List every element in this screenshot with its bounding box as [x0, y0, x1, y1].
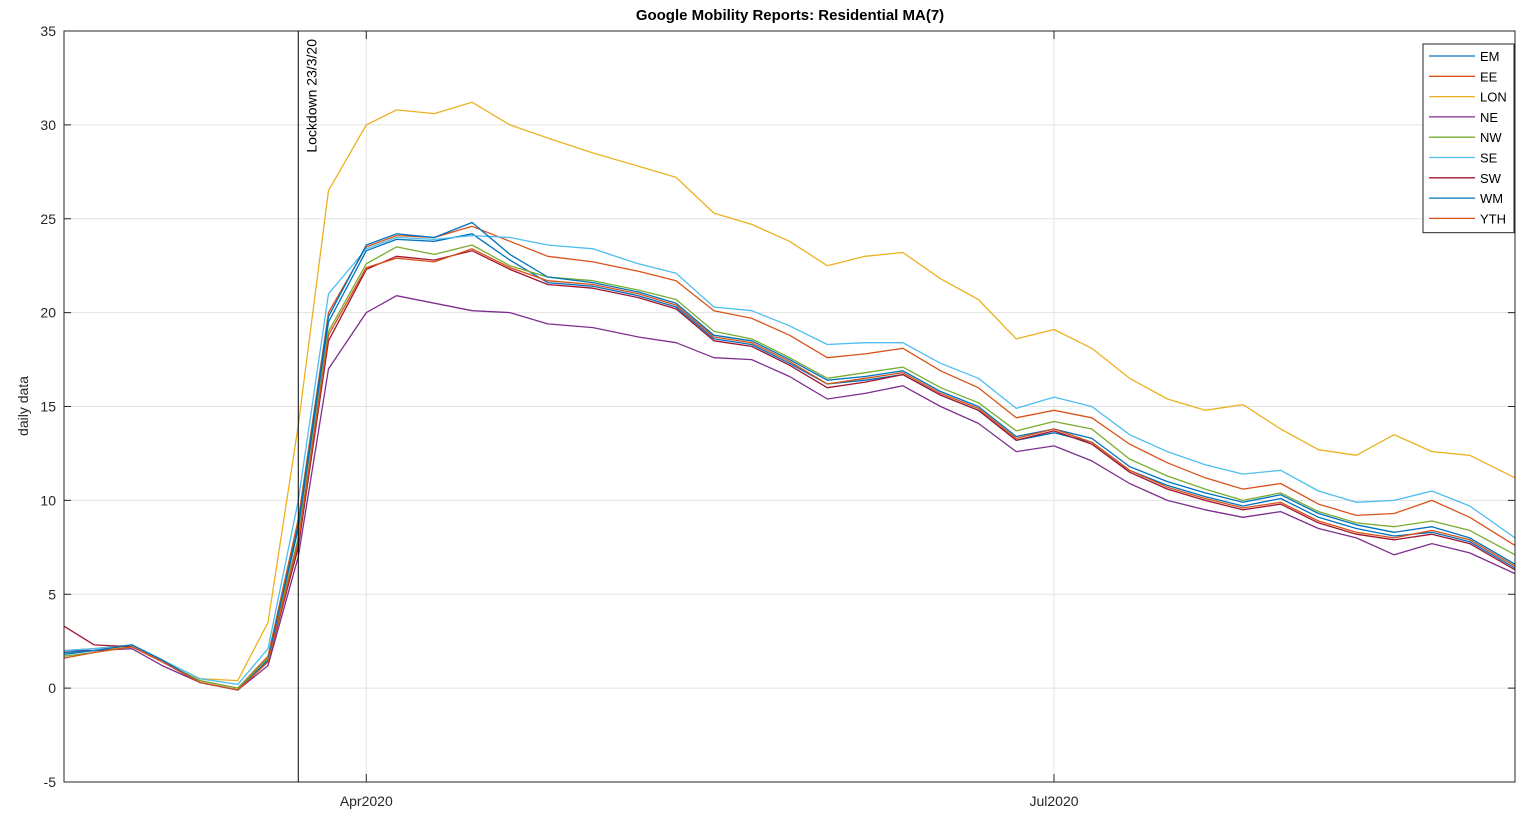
legend-label-lon: LON — [1480, 90, 1507, 105]
legend: EM EE LON NE NW SE SW WM YTH — [1422, 43, 1515, 234]
y-axis-label: daily data — [15, 376, 31, 436]
legend-label-em: EM — [1480, 49, 1500, 64]
y-tick-label: -5 — [44, 774, 57, 790]
x-tick-label: Jul2020 — [1029, 793, 1078, 809]
legend-label-ee: EE — [1480, 69, 1498, 84]
legend-label-wm: WM — [1480, 191, 1503, 206]
series-line-se — [63, 234, 1516, 686]
ticks: -5 0 5 10 15 20 25 30 35 Apr2020 Jul2020 — [40, 23, 1515, 809]
legend-box — [1422, 43, 1515, 234]
series-line-ne — [64, 295, 1516, 691]
legend-label-se: SE — [1480, 151, 1498, 166]
series-line-ee — [63, 225, 1516, 689]
y-tick-label: 30 — [40, 117, 56, 133]
series-layer — [63, 101, 1516, 691]
legend-label-nw: NW — [1480, 130, 1502, 145]
series-line-wm — [63, 221, 1516, 691]
lockdown-label: Lockdown 23/3/20 — [303, 39, 319, 153]
legend-label-sw: SW — [1480, 171, 1502, 186]
series-line-lon — [63, 101, 1516, 682]
x-tick-label: Apr2020 — [340, 793, 393, 809]
series-line-nw — [63, 244, 1516, 689]
y-tick-label: 20 — [40, 305, 56, 321]
y-tick-label: 0 — [48, 680, 56, 696]
y-tick-label: 35 — [40, 23, 56, 39]
legend-label-yth: YTH — [1480, 211, 1506, 226]
chart-title: Google Mobility Reports: Residential MA(… — [636, 7, 944, 24]
y-tick-label: 15 — [40, 399, 56, 415]
legend-label-ne: NE — [1480, 110, 1498, 125]
plot-area: -5 0 5 10 15 20 25 30 35 Apr2020 Jul2020 Lockdown … — [40, 23, 1516, 809]
y-tick-label: 10 — [40, 492, 56, 508]
series-line-yth — [63, 248, 1516, 691]
y-tick-label: 25 — [40, 211, 56, 227]
grid — [64, 31, 1515, 782]
y-tick-label: 5 — [48, 586, 56, 602]
series-line-sw — [63, 250, 1516, 691]
